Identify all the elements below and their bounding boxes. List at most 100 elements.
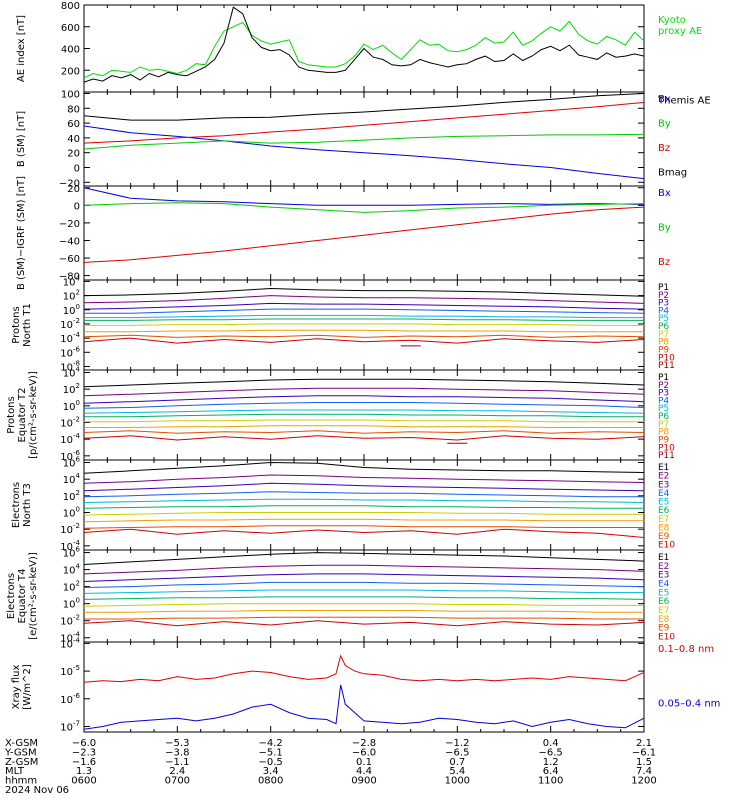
- y-axis-label: AE index [nT]: [16, 15, 27, 82]
- series-line-E7: [84, 603, 644, 607]
- panel-frame: [83, 459, 645, 551]
- y-tick-label: −40: [59, 236, 80, 247]
- ephemeris-value: 1.2: [543, 757, 559, 768]
- y-axis-label: Protons: [6, 396, 17, 433]
- legend-entry: E10: [658, 633, 675, 643]
- legend-entry: P4: [658, 396, 669, 406]
- legend-entry: E3: [658, 571, 669, 581]
- ephemeris-value: 0900: [351, 776, 376, 787]
- legend-entry: P8: [658, 338, 669, 348]
- y-tick-label: 600: [61, 23, 80, 34]
- y-axis-label: B (SM)−IGRF (SM) [nT]: [16, 176, 27, 290]
- series-line-E4: [84, 581, 644, 588]
- y-tick-label: 60: [67, 119, 80, 130]
- y-axis-label: Electrons: [11, 482, 22, 528]
- y-tick-label: 20: [67, 184, 80, 195]
- series-line-E2: [84, 474, 644, 484]
- legend-entry: E6: [658, 506, 670, 516]
- series-line-E5: [84, 498, 644, 503]
- legend-entry: E6: [658, 597, 670, 607]
- ephemeris-value: −6.5: [445, 747, 469, 758]
- y-tick-label: 10-2: [60, 416, 80, 430]
- legend-entry: Kyoto: [658, 15, 686, 26]
- ephemeris-value: −5.1: [259, 747, 283, 758]
- ephemeris-value: −1.2: [445, 738, 469, 749]
- legend-entry: P7: [658, 420, 669, 430]
- legend-entry: P11: [658, 361, 675, 371]
- series-line-P6: [84, 318, 644, 321]
- y-tick-label: 106: [63, 546, 81, 560]
- legend-entry: proxy AE: [658, 26, 702, 37]
- ephemeris-value: 7.4: [636, 766, 652, 777]
- series-line-E3: [84, 482, 644, 492]
- y-tick-label: 100: [63, 597, 80, 611]
- series-line-E7: [84, 512, 644, 516]
- series-line-Themis-AE: [84, 6, 644, 83]
- series-line-E10: [84, 620, 644, 627]
- y-tick-label: 0: [74, 163, 80, 174]
- ephemeris-value: 6.4: [543, 766, 559, 777]
- ephemeris-value: −3.8: [165, 747, 189, 758]
- ephemeris-value: 1100: [538, 776, 563, 787]
- legend-entry: 0.05–0.4 nm: [658, 699, 720, 710]
- y-tick-label: 102: [63, 489, 80, 503]
- ephemeris-value: −6.0: [352, 747, 376, 758]
- legend-entry: E5: [658, 588, 669, 598]
- series-line-0-05-0-4-nm: [84, 684, 644, 730]
- series-line-By: [84, 202, 644, 213]
- legend-entry: P10: [658, 443, 675, 453]
- y-axis-label: [p/(cm²-s-sr-keV)]: [28, 371, 39, 459]
- panel-3: 20 0 −20 −40 −60 −80 B (SM)−IGRF (SM) [nT] Bx By…: [16, 176, 671, 290]
- legend-entry: P9: [658, 345, 669, 355]
- legend-entry: E1: [658, 553, 669, 563]
- series-line-E3: [84, 573, 644, 582]
- y-axis-label: North T3: [22, 483, 33, 527]
- y-tick-label: 10-6: [60, 345, 80, 359]
- legend-entry: E2: [658, 472, 669, 482]
- y-tick-label: 400: [61, 45, 80, 56]
- y-tick-label: 10-4: [60, 631, 80, 645]
- ephemeris-value: −6.0: [72, 738, 96, 749]
- series-line-E8: [84, 610, 644, 613]
- ephemeris-value: 4.4: [356, 766, 372, 777]
- legend-entry: P6: [658, 412, 669, 422]
- y-axis-label: Equator T4: [17, 569, 28, 624]
- legend-entry: E8: [658, 615, 670, 625]
- legend-entry: 0.1–0.8 nm: [658, 644, 714, 655]
- legend-entry: Themis AE: [657, 96, 711, 107]
- y-tick-label: 10-4: [60, 432, 80, 446]
- legend-entry: P4: [658, 306, 669, 316]
- series-line-P10: [84, 435, 644, 441]
- legend-entry: P5: [658, 404, 669, 414]
- legend-entry: E9: [658, 532, 670, 542]
- legend-entry: E5: [658, 498, 669, 508]
- series-line-0-1-0-8-nm: [84, 654, 644, 683]
- series-line-P5: [84, 409, 644, 414]
- panel-frame: [83, 549, 645, 643]
- y-tick-label: 100: [63, 506, 80, 520]
- y-axis-label: [W/m^2]: [22, 664, 33, 710]
- y-tick-label: −20: [59, 219, 80, 230]
- series-line-P8: [84, 329, 644, 333]
- ephemeris-value: −0.5: [259, 757, 283, 768]
- y-tick-label: 40: [67, 134, 80, 145]
- legend-entry: P3: [658, 299, 669, 309]
- legend-entry: E7: [658, 606, 669, 616]
- series-line-P1: [84, 378, 644, 388]
- ephemeris-value: −2.8: [352, 738, 376, 749]
- legend-entry: By: [658, 222, 671, 233]
- ephemeris-value: 0700: [165, 776, 190, 787]
- legend-entry: P7: [658, 330, 669, 340]
- series-line-E9: [84, 616, 644, 620]
- legend-entry: Bz: [658, 143, 670, 154]
- series-line-By: [84, 133, 644, 150]
- y-axis-label: [e/(cm²-s-sr-keV)]: [28, 552, 39, 640]
- series-line-E9: [84, 525, 644, 529]
- y-tick-label: 10-6: [60, 449, 80, 463]
- series-line-E8: [84, 518, 644, 523]
- y-tick-label: 100: [63, 399, 80, 413]
- series-line-E2: [84, 564, 644, 575]
- series-line-P7: [84, 419, 644, 423]
- ephemeris-value: 0600: [71, 776, 96, 787]
